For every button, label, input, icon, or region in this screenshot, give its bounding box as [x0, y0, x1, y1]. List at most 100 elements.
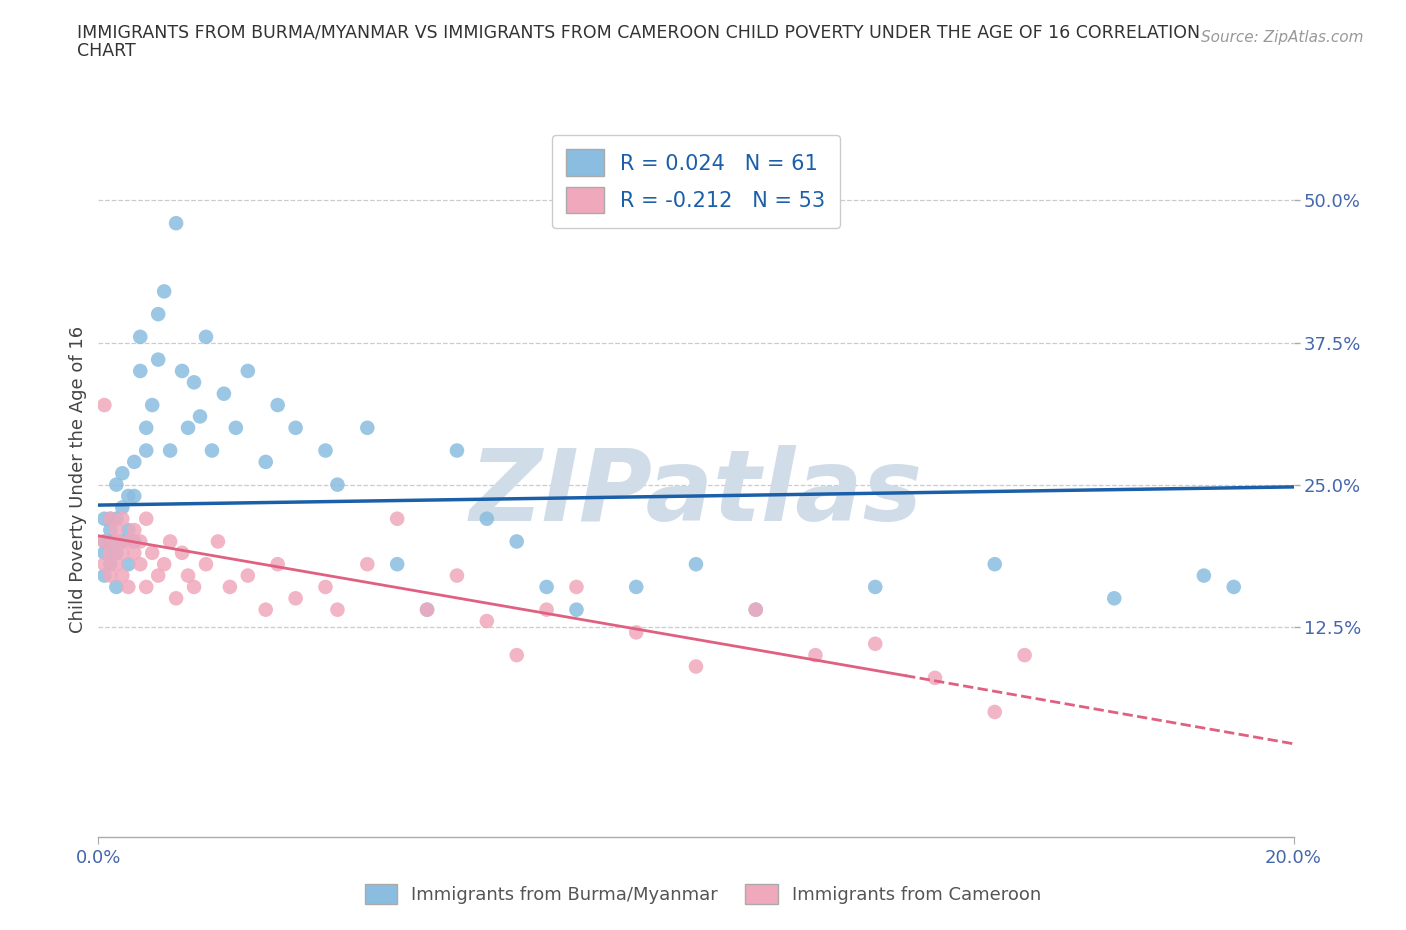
- Point: [129, 329, 152, 344]
- Point: [117, 557, 139, 572]
- Point: [172, 364, 194, 379]
- Point: [93, 557, 115, 572]
- Point: [984, 705, 1007, 720]
- Point: [315, 443, 337, 458]
- Point: [284, 591, 307, 605]
- Point: [165, 591, 187, 605]
- Point: [141, 398, 163, 413]
- Point: [626, 625, 648, 640]
- Point: [124, 455, 146, 470]
- Point: [1223, 579, 1246, 594]
- Point: [183, 375, 205, 390]
- Point: [188, 409, 211, 424]
- Point: [105, 534, 128, 549]
- Point: [105, 557, 128, 572]
- Point: [536, 579, 558, 594]
- Point: [105, 512, 128, 526]
- Point: [565, 579, 588, 594]
- Point: [177, 568, 200, 583]
- Text: Source: ZipAtlas.com: Source: ZipAtlas.com: [1201, 30, 1364, 45]
- Point: [326, 603, 349, 618]
- Point: [326, 477, 349, 492]
- Point: [416, 603, 439, 618]
- Point: [159, 534, 181, 549]
- Point: [98, 523, 122, 538]
- Point: [124, 545, 146, 560]
- Point: [267, 557, 290, 572]
- Point: [804, 647, 827, 662]
- Legend: Immigrants from Burma/Myanmar, Immigrants from Cameroon: Immigrants from Burma/Myanmar, Immigrant…: [357, 876, 1049, 911]
- Point: [195, 329, 218, 344]
- Point: [865, 636, 887, 651]
- Point: [685, 557, 707, 572]
- Point: [536, 603, 558, 618]
- Point: [105, 545, 128, 560]
- Point: [135, 443, 157, 458]
- Point: [195, 557, 218, 572]
- Point: [98, 568, 122, 583]
- Point: [254, 603, 277, 618]
- Point: [117, 488, 139, 503]
- Point: [1104, 591, 1126, 605]
- Point: [135, 579, 157, 594]
- Legend: R = 0.024   N = 61, R = -0.212   N = 53: R = 0.024 N = 61, R = -0.212 N = 53: [551, 135, 841, 228]
- Point: [98, 512, 122, 526]
- Point: [236, 568, 259, 583]
- Point: [111, 500, 134, 515]
- Point: [117, 534, 139, 549]
- Point: [356, 420, 378, 435]
- Point: [93, 398, 115, 413]
- Point: [219, 579, 242, 594]
- Point: [98, 557, 122, 572]
- Point: [685, 659, 707, 674]
- Point: [267, 398, 290, 413]
- Point: [148, 352, 170, 367]
- Point: [177, 420, 200, 435]
- Point: [111, 545, 134, 560]
- Point: [111, 534, 134, 549]
- Point: [111, 466, 134, 481]
- Text: ZIPatlas: ZIPatlas: [470, 445, 922, 542]
- Point: [129, 534, 152, 549]
- Point: [93, 512, 115, 526]
- Point: [356, 557, 378, 572]
- Point: [93, 568, 115, 583]
- Point: [745, 603, 768, 618]
- Point: [212, 386, 235, 401]
- Point: [148, 568, 170, 583]
- Point: [159, 443, 181, 458]
- Point: [135, 420, 157, 435]
- Point: [284, 420, 307, 435]
- Point: [416, 603, 439, 618]
- Point: [745, 603, 768, 618]
- Point: [98, 545, 122, 560]
- Point: [153, 284, 176, 299]
- Point: [111, 568, 134, 583]
- Point: [129, 557, 152, 572]
- Point: [315, 579, 337, 594]
- Point: [124, 488, 146, 503]
- Point: [93, 534, 115, 549]
- Point: [98, 534, 122, 549]
- Point: [207, 534, 229, 549]
- Y-axis label: Child Poverty Under the Age of 16: Child Poverty Under the Age of 16: [69, 326, 87, 632]
- Point: [105, 477, 128, 492]
- Point: [1192, 568, 1215, 583]
- Point: [385, 557, 409, 572]
- Point: [475, 512, 498, 526]
- Point: [565, 603, 588, 618]
- Point: [225, 420, 247, 435]
- Point: [129, 364, 152, 379]
- Point: [117, 523, 139, 538]
- Text: IMMIGRANTS FROM BURMA/MYANMAR VS IMMIGRANTS FROM CAMEROON CHILD POVERTY UNDER TH: IMMIGRANTS FROM BURMA/MYANMAR VS IMMIGRA…: [77, 23, 1201, 41]
- Point: [105, 579, 128, 594]
- Point: [865, 579, 887, 594]
- Point: [385, 512, 409, 526]
- Point: [153, 557, 176, 572]
- Point: [148, 307, 170, 322]
- Point: [111, 512, 134, 526]
- Point: [506, 534, 529, 549]
- Point: [135, 512, 157, 526]
- Point: [475, 614, 498, 629]
- Point: [201, 443, 224, 458]
